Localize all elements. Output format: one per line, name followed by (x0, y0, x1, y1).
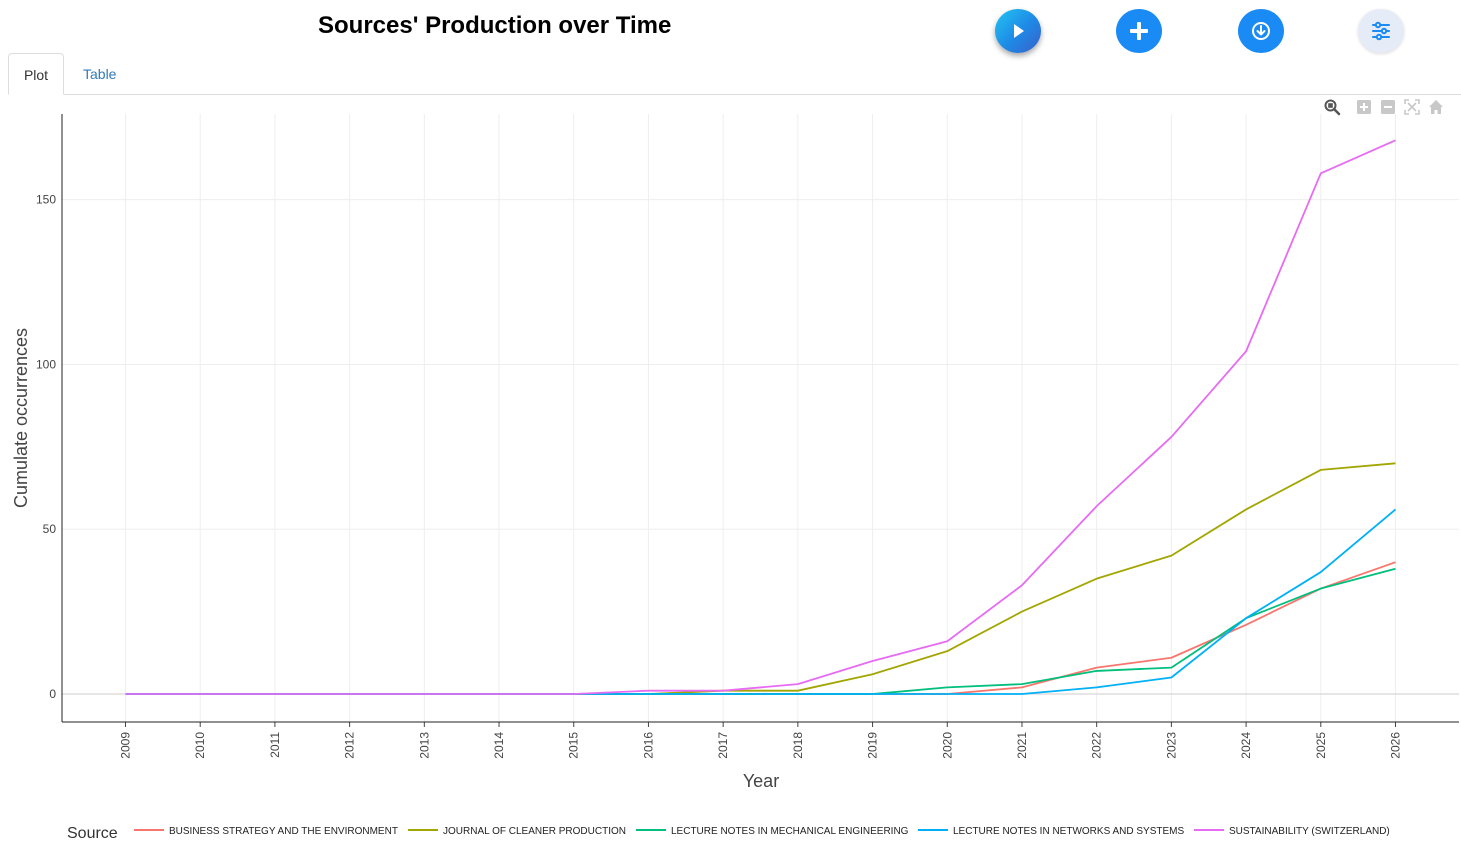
legend-item[interactable]: BUSINESS STRATEGY AND THE ENVIRONMENT (134, 826, 398, 837)
add-button[interactable] (1116, 9, 1162, 53)
legend-title: Source (67, 825, 118, 842)
legend-item[interactable]: JOURNAL OF CLEANER PRODUCTION (408, 826, 626, 837)
zoom-in-icon[interactable] (1355, 98, 1373, 116)
x-tick-label: 2014 (492, 732, 506, 759)
x-axis-title: Year (743, 771, 779, 791)
legend-label: BUSINESS STRATEGY AND THE ENVIRONMENT (169, 826, 398, 837)
x-tick-label: 2010 (193, 732, 207, 759)
download-button[interactable] (1238, 9, 1284, 53)
series-line[interactable] (125, 462, 1396, 695)
reset-axes-home-icon[interactable] (1427, 98, 1445, 116)
legend-item[interactable]: SUSTAINABILITY (SWITZERLAND) (1194, 826, 1390, 837)
legend-label: SUSTAINABILITY (SWITZERLAND) (1229, 826, 1390, 837)
y-tick-label: 100 (36, 357, 56, 371)
legend: Source BUSINESS STRATEGY AND THE ENVIRON… (67, 825, 1390, 842)
page-title: Sources' Production over Time (318, 12, 672, 39)
autoscale-icon[interactable] (1403, 98, 1421, 116)
legend-label: LECTURE NOTES IN NETWORKS AND SYSTEMS (953, 826, 1184, 837)
play-button[interactable] (995, 9, 1041, 53)
x-tick-label: 2009 (119, 732, 133, 759)
y-tick-label: 150 (36, 193, 56, 207)
x-tick-label: 2022 (1090, 732, 1104, 759)
x-tick-label: 2026 (1389, 732, 1403, 759)
tab-bar: Plot Table (8, 53, 1461, 95)
grid (62, 114, 1459, 722)
legend-label: JOURNAL OF CLEANER PRODUCTION (443, 826, 626, 837)
legend-label: LECTURE NOTES IN MECHANICAL ENGINEERING (671, 826, 909, 837)
tick-labels: 2009 2010 2011 2012 2013 2014 2015 2016 2017 2018… (36, 193, 1403, 759)
x-tick-label: 2024 (1239, 732, 1253, 759)
legend-item[interactable]: LECTURE NOTES IN NETWORKS AND SYSTEMS (918, 826, 1184, 837)
zoom-out-icon[interactable] (1379, 98, 1397, 116)
series-lines (125, 139, 1397, 695)
x-tick-label: 2013 (417, 732, 431, 759)
chart-modebar (1320, 98, 1450, 116)
play-icon (1014, 24, 1024, 38)
y-tick-label: 0 (49, 687, 56, 701)
download-icon (1252, 22, 1270, 40)
x-tick-label: 2016 (641, 732, 655, 759)
x-tick-label: 2021 (1015, 732, 1029, 759)
tab-table[interactable]: Table (83, 66, 117, 82)
sliders-icon (1372, 21, 1390, 41)
x-tick-label: 2019 (866, 732, 880, 759)
series-line[interactable] (125, 567, 1396, 695)
settings-button[interactable] (1358, 9, 1404, 53)
tab-plot[interactable]: Plot (8, 53, 64, 95)
x-tick-label: 2011 (268, 732, 282, 758)
y-tick-label: 50 (43, 522, 57, 536)
y-axis-title: Cumulate occurrences (11, 328, 31, 508)
series-line[interactable] (125, 508, 1397, 695)
x-tick-label: 2025 (1314, 732, 1328, 759)
legend-item[interactable]: LECTURE NOTES IN MECHANICAL ENGINEERING (636, 826, 909, 837)
plus-icon (1130, 22, 1148, 40)
x-tick-label: 2023 (1164, 732, 1178, 759)
series-line[interactable] (125, 139, 1396, 695)
x-tick-label: 2020 (940, 732, 954, 759)
series-line[interactable] (125, 561, 1396, 695)
x-tick-label: 2012 (343, 732, 357, 759)
x-tick-label: 2015 (567, 732, 581, 759)
x-tick-label: 2018 (791, 732, 805, 759)
zoom-icon[interactable] (1323, 98, 1341, 116)
x-tick-label: 2017 (716, 732, 730, 759)
axes (61, 114, 1459, 727)
